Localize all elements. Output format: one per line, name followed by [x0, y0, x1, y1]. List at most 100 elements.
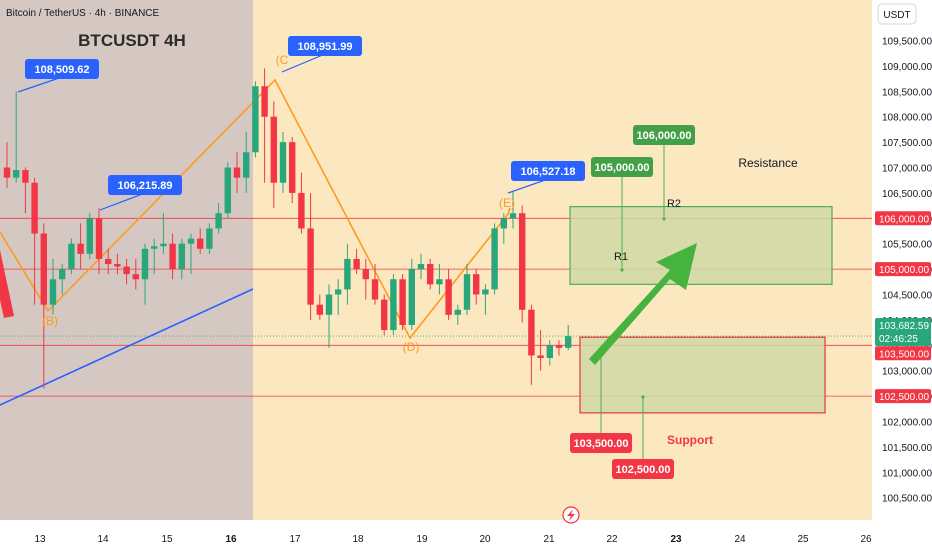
candle-body: [491, 228, 498, 290]
high-label-pointer: [17, 76, 63, 93]
candle-down: [105, 248, 112, 275]
candle-up: [243, 131, 250, 193]
candle-body: [454, 309, 461, 315]
candle-up: [160, 213, 167, 254]
candle-body: [95, 218, 103, 259]
candle-down: [233, 152, 241, 193]
countdown-text: 02:46:25: [879, 334, 918, 345]
high-price-label-bg: [25, 59, 99, 79]
candle-down: [261, 68, 268, 183]
candle-body: [436, 279, 443, 285]
axis-level-badge: 102,500.00: [875, 389, 931, 404]
candle-up: [325, 284, 333, 348]
candle-body: [123, 266, 130, 275]
r2-target-badge-text: 106,000.00: [636, 130, 691, 142]
candle-body: [160, 243, 167, 247]
candle-body: [151, 246, 158, 249]
x-tick-label: 18: [352, 534, 364, 545]
candle-body: [261, 86, 268, 117]
left-red-arrow: [0, 250, 14, 318]
resistance-text: Resistance: [738, 156, 798, 170]
x-tick-label: 21: [543, 534, 555, 545]
candle-body: [307, 228, 314, 305]
s1-support-badge: 103,500.00: [570, 433, 632, 453]
candle-body: [279, 142, 287, 183]
high-price-label-text: 108,951.99: [297, 41, 352, 53]
candle-body: [77, 243, 84, 254]
candle-body: [546, 345, 553, 358]
candle-up: [13, 91, 20, 183]
x-tick-label: 22: [606, 534, 618, 545]
wave-line: [0, 78, 511, 340]
candle-body: [105, 258, 112, 265]
candle-body: [289, 142, 296, 193]
axis-level-text: 103,500.00: [879, 349, 929, 360]
candle-body: [59, 269, 66, 280]
candle-body: [417, 264, 425, 270]
candle-up: [436, 264, 443, 295]
high-label-pointer: [99, 192, 146, 211]
y-tick-label: 100,500.00: [882, 494, 932, 505]
axis-level-badge-bg: [875, 262, 931, 277]
high-label-pointer: [507, 178, 549, 194]
candle-down: [519, 205, 526, 323]
candle-up: [59, 264, 66, 295]
x-tick-label: 17: [289, 534, 301, 545]
high-price-label: 108,951.99: [288, 36, 362, 56]
high-price-label: 106,527.18: [511, 161, 585, 181]
high-price-label: 108,509.62: [25, 59, 99, 79]
candle-down: [40, 223, 47, 389]
candle-down: [114, 253, 121, 275]
high-price-label-bg: [511, 161, 585, 181]
lightning-icon[interactable]: [562, 506, 580, 524]
axis-level-badge: 105,000.00: [875, 262, 931, 277]
r2-dot: [662, 217, 666, 221]
s1-support-badge-bg: [570, 433, 632, 453]
y-tick-label: 103,000.00: [882, 367, 932, 378]
s2-support-badge: 102,500.00: [612, 459, 674, 479]
candle-body: [187, 238, 195, 244]
candle-body: [362, 269, 369, 280]
candle-up: [224, 162, 231, 219]
axis-level-badge-bg: [875, 389, 931, 404]
candle-down: [123, 258, 130, 285]
currency-button[interactable]: USDT: [877, 3, 917, 25]
candle-body: [197, 238, 204, 249]
high-price-label-bg: [288, 36, 362, 56]
candle-body: [509, 213, 517, 219]
candle-body: [371, 279, 379, 300]
candle-body: [114, 264, 121, 267]
candle-body: [3, 167, 11, 178]
high-price-label-text: 106,215.89: [117, 180, 172, 192]
high-price-label: 106,215.89: [108, 175, 182, 195]
axis-level-text: 105,000.00: [879, 265, 929, 276]
candle-down: [132, 258, 139, 290]
current-price-badge: 103,682.59 02:46:25: [875, 318, 931, 347]
candle-down: [298, 172, 305, 234]
y-tick-label: 101,000.00: [882, 468, 932, 479]
candle-body: [427, 264, 434, 285]
candle-up: [86, 213, 93, 259]
candle-up: [408, 258, 415, 331]
currency-button-bg: [877, 3, 917, 25]
candle-body: [224, 167, 231, 214]
candle-up: [417, 253, 425, 280]
x-tick-label: 15: [161, 534, 173, 545]
candle-down: [289, 137, 296, 204]
candle-up: [463, 264, 471, 315]
candle-body: [335, 289, 342, 295]
y-tick-label: 108,500.00: [882, 87, 932, 98]
candle-up: [187, 233, 195, 275]
candle-up: [141, 243, 149, 305]
resistance-zone: [569, 206, 833, 285]
candle-body: [13, 170, 20, 178]
candle-body: [178, 243, 185, 270]
candle-body: [31, 182, 38, 234]
candle-up: [68, 238, 75, 275]
candle-down: [528, 304, 535, 385]
high-price-label-bg: [108, 175, 182, 195]
axis-level-badge-bg: [875, 211, 931, 226]
candle-body: [40, 233, 47, 305]
candle-up: [279, 131, 287, 193]
